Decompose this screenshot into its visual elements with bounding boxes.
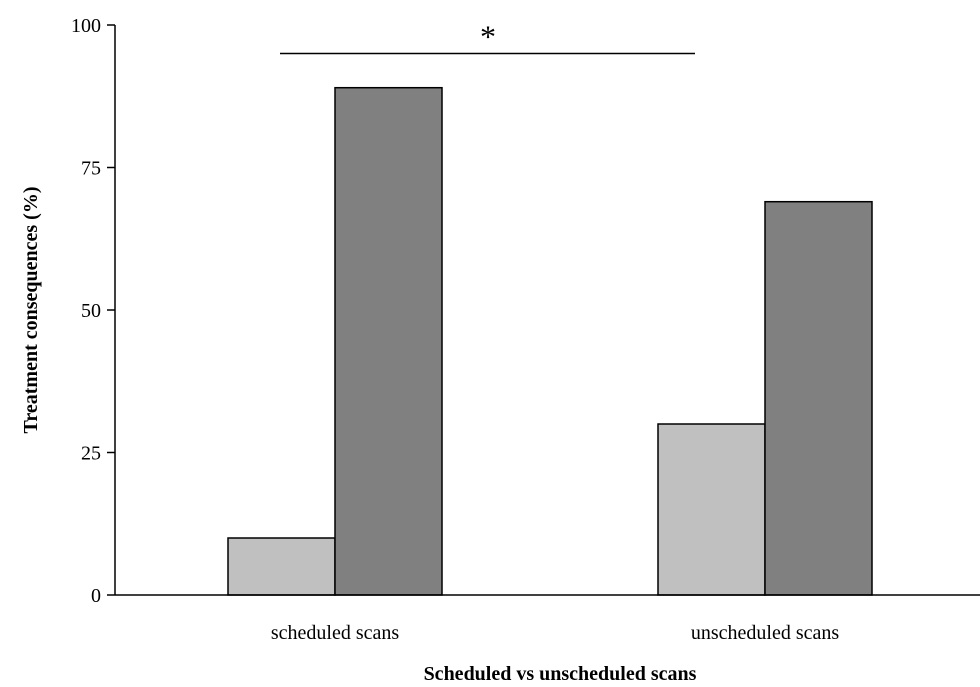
significance-star: * — [480, 19, 496, 55]
bar-series1-scheduled-scans — [227, 537, 336, 596]
y-tick-label: 25 — [81, 443, 101, 465]
x-category-label: unscheduled scans — [691, 622, 840, 644]
x-category-label: scheduled scans — [271, 622, 400, 644]
x-axis: scheduled scans unscheduled scans — [115, 594, 980, 644]
annotations: * — [280, 19, 695, 55]
y-tick-label: 100 — [71, 15, 101, 37]
bar-series2-scheduled-scans — [334, 86, 443, 596]
y-axis-title: Treatment consequences (%) — [20, 187, 42, 434]
bars — [227, 86, 873, 596]
y-tick-label: 50 — [81, 300, 101, 322]
y-axis: 0 25 50 75 100 — [71, 15, 116, 607]
y-tick-label: 0 — [91, 585, 101, 607]
bar-series1-unscheduled-scans — [657, 423, 766, 596]
bar-series2-unscheduled-scans — [764, 200, 873, 596]
y-tick-label: 75 — [81, 158, 101, 180]
x-axis-title: Scheduled vs unscheduled scans — [424, 663, 697, 685]
